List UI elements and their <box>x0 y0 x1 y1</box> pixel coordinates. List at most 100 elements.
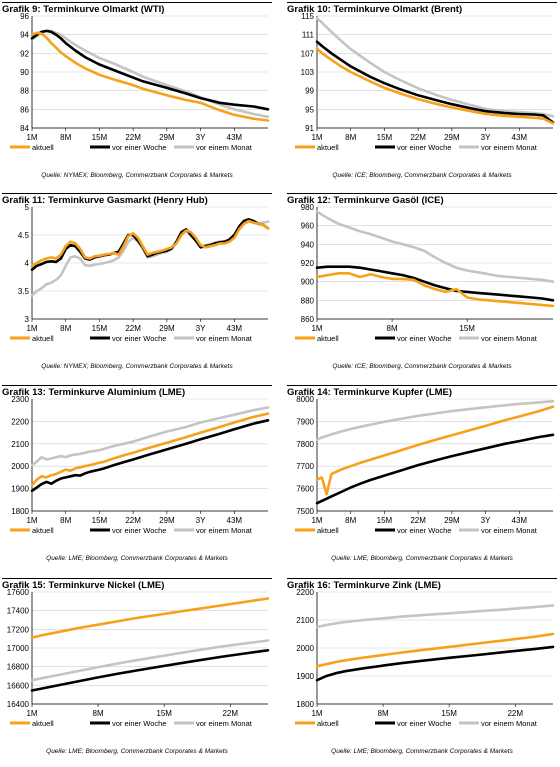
y-tick-label: 95 <box>305 105 314 114</box>
x-tick-label: 8M <box>378 709 389 718</box>
y-tick-label: 92 <box>20 49 29 58</box>
y-tick-label: 7500 <box>296 507 314 516</box>
x-tick-label: 15M <box>156 709 172 718</box>
y-tick-label: 96 <box>20 12 29 21</box>
y-tick-label: 880 <box>301 296 315 305</box>
x-tick-label: 3Y <box>481 516 491 525</box>
series-line-vor-einem-monat <box>315 17 555 118</box>
series-line-aktuell <box>315 405 555 496</box>
chart-panel-16: Grafik 16: Terminkurve Zink (LME) 1800 19… <box>287 578 557 763</box>
legend-label-aktuell: aktuell <box>317 334 339 343</box>
legend-label-vor-einem-monat: vor einem Monat <box>196 143 253 152</box>
legend-label-vor-einer-woche: vor einer Woche <box>112 526 166 535</box>
series-line-aktuell <box>30 219 270 268</box>
series-line-vor-einer-woche <box>315 40 555 124</box>
y-tick-label: 7900 <box>296 417 314 426</box>
legend-label-aktuell: aktuell <box>32 334 54 343</box>
series-line-vor-einem-monat <box>315 399 555 442</box>
y-tick-label: 1800 <box>11 507 29 516</box>
legend-label-vor-einer-woche: vor einer Woche <box>112 143 166 152</box>
panel-title: Grafik 10: Terminkurve Olmarkt (Brent) <box>287 4 463 15</box>
panel-title: Grafik 15: Terminkurve Nickel (LME) <box>2 580 165 591</box>
chart: 860 880 900 920 940 960 980 1M 8M 15M aktuell vor e… <box>295 203 555 343</box>
series-line-aktuell <box>315 632 555 668</box>
legend-label-aktuell: aktuell <box>317 719 339 728</box>
x-tick-label: 3Y <box>196 516 206 525</box>
x-tick-label: 8M <box>387 324 398 333</box>
legend-label-aktuell: aktuell <box>32 719 54 728</box>
x-tick-label: 15M <box>92 324 108 333</box>
chart-panel-12: Grafik 12: Terminkurve Gasöl (ICE) 860 88… <box>287 193 557 378</box>
series-line-vor-einer-woche <box>315 433 555 505</box>
source-note: Quelle: LME; Bloomberg, Commerzbank Corp… <box>331 748 513 755</box>
x-tick-label: 3Y <box>481 133 491 142</box>
x-tick-label: 1M <box>26 709 37 718</box>
source-note: Quelle: LME; Bloomberg, Commerzbank Corp… <box>46 748 228 755</box>
x-tick-label: 22M <box>125 133 141 142</box>
chart: 1800 1900 2000 2100 2200 2300 1M 8M 15M 22M 29M 3Y 4… <box>10 395 270 535</box>
x-tick-label: 43M <box>227 133 243 142</box>
legend-label-vor-einem-monat: vor einem Monat <box>481 143 538 152</box>
legend-label-aktuell: aktuell <box>32 526 54 535</box>
y-tick-label: 980 <box>301 203 315 212</box>
y-tick-label: 107 <box>301 49 315 58</box>
chart-panel-9: Grafik 9: Terminkurve Olmarkt (WTI) 84 86… <box>2 2 272 187</box>
y-tick-label: 17600 <box>7 588 30 597</box>
source-note: Quelle: LME; Bloomberg, Commerzbank Corp… <box>46 555 228 562</box>
chart-panel-14: Grafik 14: Terminkurve Kupfer (LME) 7500… <box>287 385 557 570</box>
x-tick-label: 43M <box>227 324 243 333</box>
panel-title: Grafik 13: Terminkurve Aluminium (LME) <box>2 387 186 398</box>
x-tick-label: 8M <box>93 709 104 718</box>
x-tick-label: 29M <box>444 133 460 142</box>
x-tick-label: 1M <box>26 516 37 525</box>
chart-panel-10: Grafik 10: Terminkurve Olmarkt (Brent) 9… <box>287 2 557 187</box>
series-line-vor-einer-woche <box>315 265 555 302</box>
y-tick-label: 4.5 <box>18 231 30 240</box>
x-tick-label: 22M <box>410 516 426 525</box>
chart: 3 3.5 4 4.5 5 1M 8M 15M 22M 29M 3Y 43M aktuell vor ei… <box>10 203 270 343</box>
chart: 7500 7600 7700 7800 7900 8000 1M 8M 15M 22M 29M 3Y 4… <box>295 395 555 535</box>
x-tick-label: 15M <box>377 516 393 525</box>
legend-label-aktuell: aktuell <box>317 143 339 152</box>
y-tick-label: 16800 <box>7 663 30 672</box>
source-note: Quelle: NYMEX; Bloomberg, Commerzbank Co… <box>41 172 233 179</box>
series-line-vor-einem-monat <box>315 210 555 283</box>
x-tick-label: 22M <box>410 133 426 142</box>
x-tick-label: 3Y <box>196 324 206 333</box>
x-tick-label: 3Y <box>196 133 206 142</box>
y-tick-label: 920 <box>301 259 315 268</box>
y-tick-label: 91 <box>305 124 314 133</box>
series-line-aktuell <box>30 597 270 639</box>
series-line-vor-einem-monat <box>30 406 270 467</box>
source-note: Quelle: LME; Bloomberg, Commerzbank Corp… <box>331 555 513 562</box>
y-tick-label: 94 <box>20 31 29 40</box>
y-tick-label: 99 <box>305 87 314 96</box>
panel-rule <box>287 2 557 3</box>
panel-title: Grafik 16: Terminkurve Zink (LME) <box>287 580 441 591</box>
x-tick-label: 43M <box>227 516 243 525</box>
legend-label-vor-einer-woche: vor einer Woche <box>112 334 166 343</box>
y-tick-label: 7800 <box>296 440 314 449</box>
series-line-aktuell <box>30 412 270 487</box>
series-line-aktuell <box>315 272 555 308</box>
panel-title: Grafik 9: Terminkurve Olmarkt (WTI) <box>2 4 165 15</box>
x-tick-label: 1M <box>311 324 322 333</box>
y-tick-label: 17000 <box>7 644 30 653</box>
series-line-vor-einer-woche <box>315 645 555 682</box>
y-tick-label: 86 <box>20 105 29 114</box>
y-tick-label: 940 <box>301 240 315 249</box>
panel-title: Grafik 11: Terminkurve Gasmarkt (Henry H… <box>2 195 208 206</box>
series-line-vor-einem-monat <box>30 639 270 682</box>
y-tick-label: 115 <box>301 12 314 21</box>
panel-rule <box>287 578 557 579</box>
series-line-vor-einer-woche <box>30 419 270 493</box>
panel-rule <box>287 385 557 386</box>
x-tick-label: 15M <box>441 709 457 718</box>
y-tick-label: 2000 <box>11 462 29 471</box>
legend-label-vor-einer-woche: vor einer Woche <box>397 719 451 728</box>
x-tick-label: 8M <box>60 133 71 142</box>
panel-title: Grafik 12: Terminkurve Gasöl (ICE) <box>287 195 444 206</box>
y-tick-label: 4 <box>25 259 30 268</box>
series-line-vor-einem-monat <box>30 220 270 297</box>
x-tick-label: 15M <box>459 324 475 333</box>
